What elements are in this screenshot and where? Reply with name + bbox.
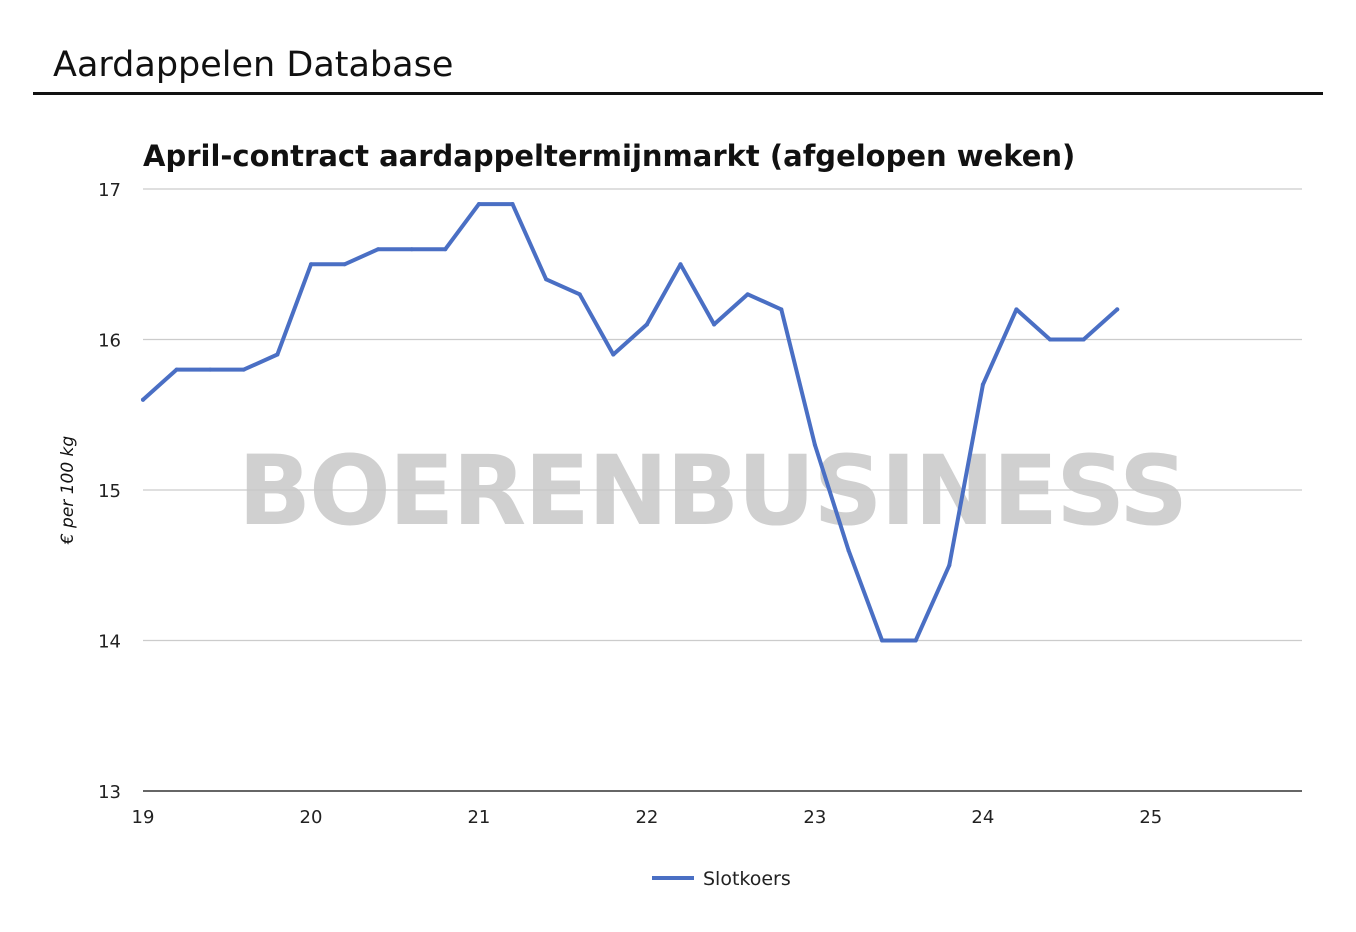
page-title: Aardappelen Database [53,45,454,85]
data-point [275,352,280,357]
page-header: Aardappelen Database [33,40,1323,95]
chart-title: April-contract aardappeltermijnmarkt (af… [143,139,1075,173]
data-point [1081,337,1086,342]
data-point [141,397,145,402]
data-point [409,247,414,252]
x-tick-21: 21 [467,807,490,828]
data-point [812,442,817,447]
y-axis-label: € per 100 kg [58,436,78,546]
x-tick-20: 20 [300,807,323,828]
y-tick-13: 13 [98,782,121,803]
y-tick-16: 16 [98,331,121,352]
data-point [779,307,784,312]
data-point [846,548,851,553]
data-point [611,352,616,357]
data-point [208,367,213,372]
data-point [342,262,347,267]
data-point [1115,307,1120,312]
x-tick-23: 23 [803,807,826,828]
data-point [443,247,448,252]
data-point [980,382,985,387]
grid-lines [143,188,1302,792]
x-tick-19: 19 [132,807,155,828]
data-point [1048,337,1053,342]
data-point [544,277,549,282]
data-point [947,563,952,568]
data-point [644,322,649,327]
data-point [1014,307,1019,312]
data-point [577,292,582,297]
y-tick-15: 15 [98,481,121,502]
data-point [308,262,313,267]
x-tick-22: 22 [635,807,658,828]
data-point [174,367,179,372]
data-point [745,292,750,297]
data-point [510,202,515,207]
y-tick-17: 17 [98,180,121,201]
watermark-logo: BOERENBUSINESS [238,435,1186,547]
data-point [678,262,683,267]
x-tick-25: 25 [1139,807,1162,828]
y-tick-14: 14 [98,632,121,653]
x-tick-24: 24 [971,807,994,828]
data-point [712,322,717,327]
legend-label-slotkoers: Slotkoers [703,868,791,890]
x-tick-labels: 19 20 21 22 23 24 25 [132,807,1163,828]
data-point [241,367,246,372]
data-point [476,202,481,207]
legend: Slotkoers [652,868,791,890]
series-line-slotkoers [141,202,1120,643]
data-point [376,247,381,252]
y-tick-labels: 13 14 15 16 17 [98,180,121,803]
data-point [913,638,918,643]
data-point [880,638,885,643]
series-group [141,202,1120,643]
